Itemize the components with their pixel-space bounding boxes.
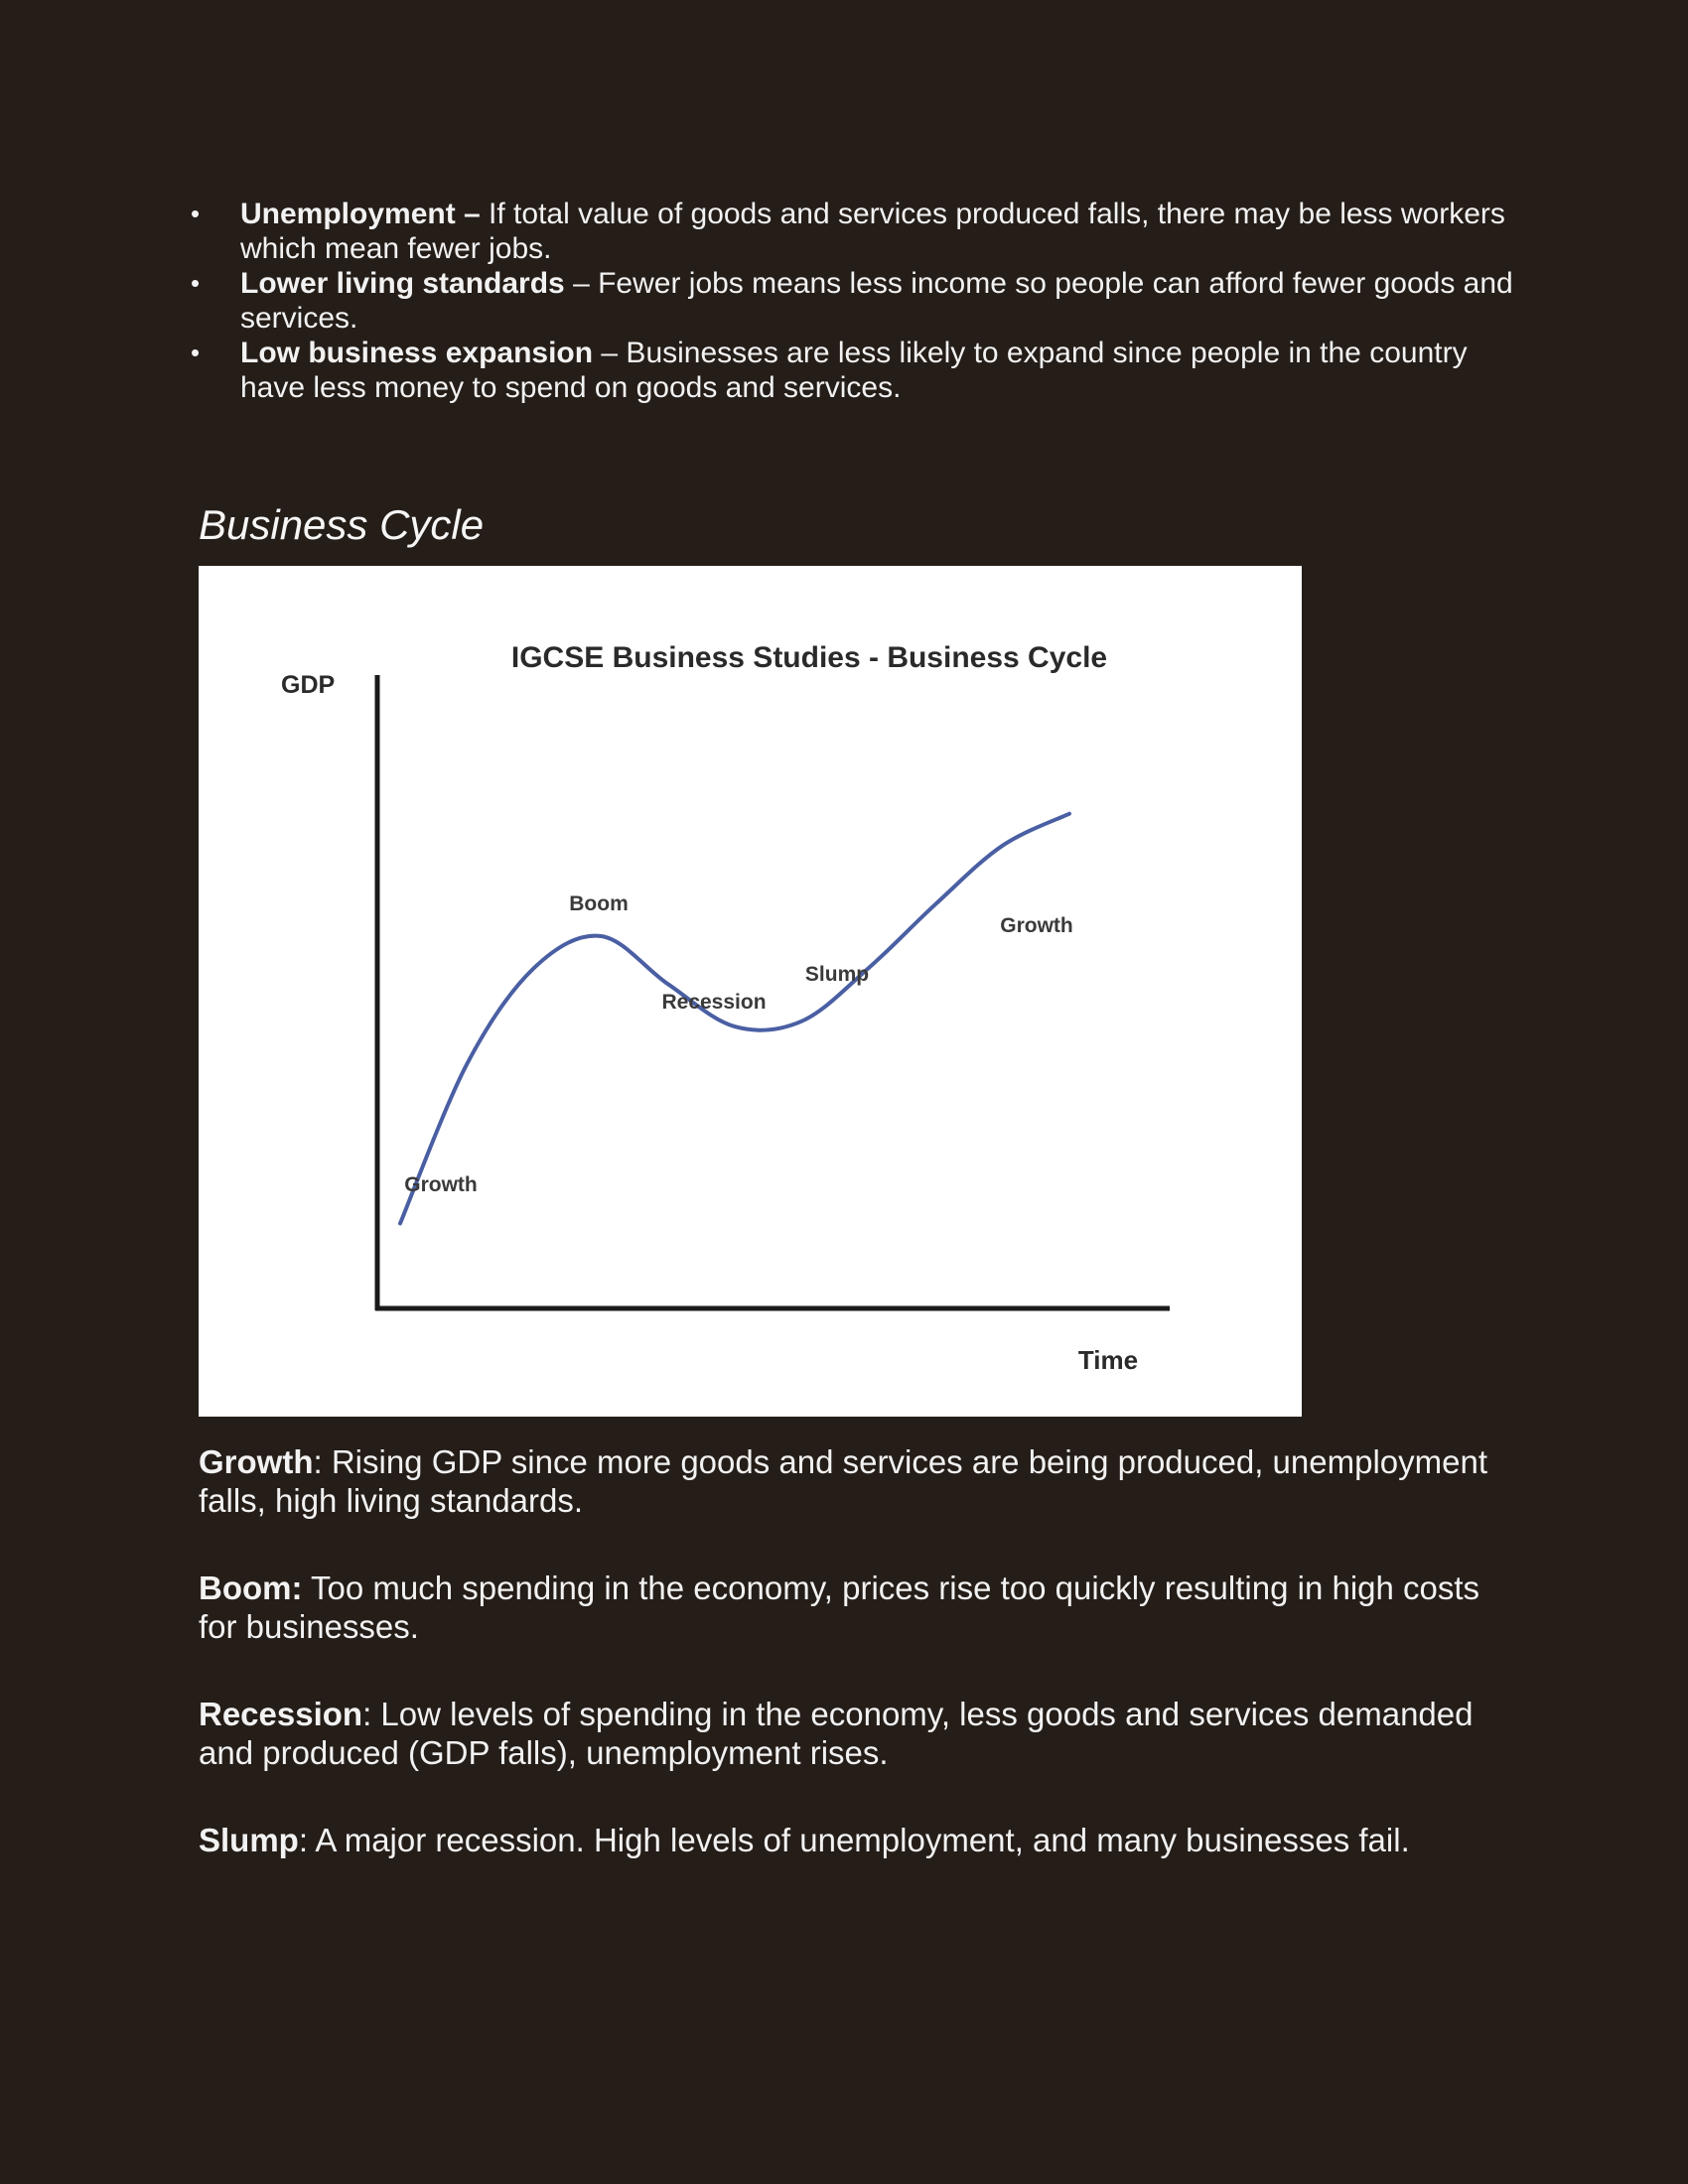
list-item: • Low business expansion – Businesses are… <box>187 336 1517 405</box>
bullet-icon: • <box>191 268 201 298</box>
bullet-term: Unemployment – <box>240 198 481 230</box>
annotation-growth: Growth <box>404 1173 478 1196</box>
annotation-recession: Recession <box>661 991 766 1014</box>
gdp-series-line <box>398 811 1071 1226</box>
bullet-icon: • <box>191 199 201 228</box>
definition-term: Slump <box>199 1822 299 1858</box>
definition-slump: Slump: A major recession. High levels of… <box>199 1821 1509 1859</box>
definition-term: Boom: <box>199 1570 303 1606</box>
definition-text: : A major recession. High levels of unem… <box>298 1822 1410 1858</box>
definition-growth: Growth: Rising GDP since more goods and … <box>199 1442 1509 1520</box>
definition-text: : Rising GDP since more goods and servic… <box>199 1443 1488 1519</box>
definitions: Growth: Rising GDP since more goods and … <box>199 1442 1509 1908</box>
definition-text: Too much spending in the economy, prices… <box>199 1570 1480 1645</box>
bullet-text: If total value of goods and services pro… <box>240 198 1505 265</box>
list-item: • Lower living standards – Fewer jobs mea… <box>187 266 1517 336</box>
section-title: Business Cycle <box>199 501 485 548</box>
bullet-text: – Businesses are less likely to expand s… <box>240 337 1468 404</box>
annotation-boom: Boom <box>569 892 629 915</box>
annotation-growth: Growth <box>1000 914 1073 937</box>
definition-term: Growth <box>199 1443 314 1480</box>
y-axis-label: GDP <box>281 671 335 699</box>
x-axis-label: Time <box>1078 1345 1138 1375</box>
chart-title: IGCSE Business Studies - Business Cycle <box>511 641 1107 674</box>
list-item: • Unemployment – If total value of goods … <box>187 197 1517 266</box>
definition-recession: Recession: Low levels of spending in the… <box>199 1695 1509 1772</box>
bullet-term: Lower living standards <box>240 267 565 300</box>
business-cycle-chart: IGCSE Business Studies - Business Cycle … <box>199 566 1302 1417</box>
chart-svg: IGCSE Business Studies - Business Cycle … <box>281 641 1170 1375</box>
definition-term: Recession <box>199 1696 363 1732</box>
bullet-term: Low business expansion <box>240 337 594 369</box>
bullet-icon: • <box>191 338 201 367</box>
consequences-list: • Unemployment – If total value of goods … <box>187 197 1517 405</box>
bullet-text: – Fewer jobs means less income so people… <box>240 267 1513 335</box>
definition-text: : Low levels of spending in the economy,… <box>199 1696 1474 1771</box>
annotation-slump: Slump <box>805 963 869 986</box>
definition-boom: Boom: Too much spending in the economy, … <box>199 1569 1509 1646</box>
